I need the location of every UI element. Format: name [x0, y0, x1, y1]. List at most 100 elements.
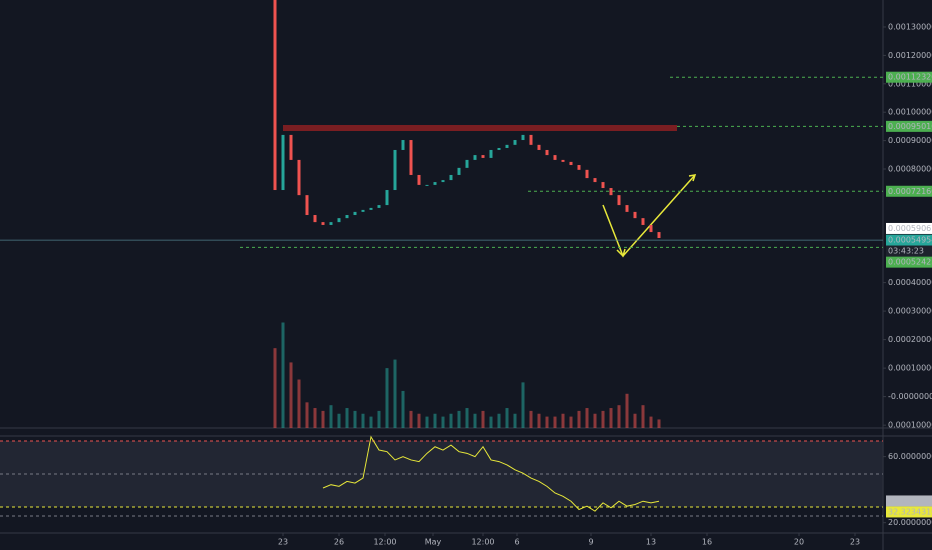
volume-bar: [569, 416, 573, 428]
volume-bar: [601, 410, 605, 428]
rsi-value-label: 33.15882177: [888, 496, 932, 505]
volume-bar: [313, 408, 317, 428]
candle: [417, 174, 421, 185]
candle: [345, 215, 349, 219]
candle: [321, 222, 325, 225]
candle: [657, 232, 661, 239]
x-tick-label: May: [425, 538, 442, 547]
resistance-zone: [283, 125, 677, 131]
candle: [577, 165, 581, 170]
volume-bar: [289, 362, 293, 428]
volume-bar: [433, 413, 437, 428]
volume-bar: [393, 359, 397, 428]
volume-bar: [297, 379, 301, 428]
y-tick-label: 0.00130000: [888, 22, 932, 31]
arrow-head: [616, 248, 626, 258]
volume-bar: [553, 416, 557, 428]
x-tick-label: 23: [278, 538, 288, 547]
volume-bar: [489, 416, 493, 428]
level-label-box: [886, 71, 932, 83]
y-tick-label: 0.00010000: [888, 364, 932, 373]
volume-bar: [401, 390, 405, 428]
candle: [553, 155, 557, 160]
candle: [441, 180, 445, 183]
volume-bar: [321, 410, 325, 428]
volume-bar: [625, 393, 629, 428]
candle: [569, 161, 573, 166]
rsi-value-label-box: [886, 506, 932, 518]
volume-bar: [593, 413, 597, 428]
x-tick-label: 9: [588, 538, 593, 547]
candle: [329, 222, 333, 225]
volume-bar: [337, 413, 341, 428]
volume-bar: [369, 416, 373, 428]
candle: [369, 207, 373, 210]
x-tick-label: 12:00: [373, 538, 396, 547]
volume-bar: [305, 402, 309, 428]
y-tick-label: 0.00120000: [888, 51, 932, 60]
level-label-box: [886, 256, 932, 268]
candle: [353, 211, 357, 216]
x-tick-label: 13: [646, 538, 656, 547]
volume-bar: [633, 413, 637, 428]
volume-bar: [497, 413, 501, 428]
candle: [457, 167, 461, 175]
countdown-box: [886, 245, 932, 257]
volume-bar: [609, 408, 613, 428]
x-tick-label: 23: [850, 538, 860, 547]
volume-bar: [473, 413, 477, 428]
candle: [385, 190, 389, 206]
candle: [337, 218, 341, 223]
volume-bar: [521, 382, 525, 428]
volume-bar: [657, 419, 661, 428]
volume-bar: [425, 416, 429, 428]
volume-bar: [529, 410, 533, 428]
price-label: 0.00059067: [888, 224, 932, 233]
level-label: 0.00072160: [888, 187, 932, 196]
candle: [281, 134, 285, 191]
candle: [377, 205, 381, 208]
level-label: 0.00112320: [888, 73, 932, 82]
volume-bar: [577, 410, 581, 428]
candle: [601, 182, 605, 189]
volume-bar: [545, 416, 549, 428]
x-tick-label: 26: [334, 538, 344, 547]
volume-bar: [649, 416, 653, 428]
candle: [513, 140, 517, 145]
y-tick-label: 0.00100000: [888, 108, 932, 117]
candle: [289, 134, 293, 160]
volume-bar: [417, 413, 421, 428]
candle: [425, 184, 429, 186]
level-label: 0.00095010: [888, 122, 932, 131]
candle: [433, 182, 437, 185]
y-tick-label: 0.00010000: [888, 421, 932, 430]
candle: [505, 144, 509, 148]
volume-bar: [505, 408, 509, 428]
level-label-box: [886, 120, 932, 132]
candle: [545, 149, 549, 156]
y-tick-label: 0.00110000: [888, 79, 932, 88]
candle: [305, 195, 309, 216]
x-tick-label: 20: [794, 538, 804, 547]
candle: [609, 188, 613, 196]
candle: [649, 224, 653, 233]
candle: [593, 178, 597, 183]
volume-bar: [585, 408, 589, 428]
last-price-label-box: [886, 234, 932, 246]
candle: [393, 149, 397, 191]
rsi-value-label-box: [886, 495, 932, 507]
y-tick-label: 0.00040000: [888, 278, 932, 287]
candle: [481, 155, 485, 158]
y-tick-label: 0.00020000: [888, 335, 932, 344]
volume-bar: [377, 410, 381, 428]
candle: [313, 215, 317, 223]
candle: [521, 134, 525, 141]
volume-bar: [409, 410, 413, 428]
candle: [489, 149, 493, 158]
candle: [625, 205, 629, 212]
volume-bar: [457, 410, 461, 428]
candle: [465, 159, 469, 168]
